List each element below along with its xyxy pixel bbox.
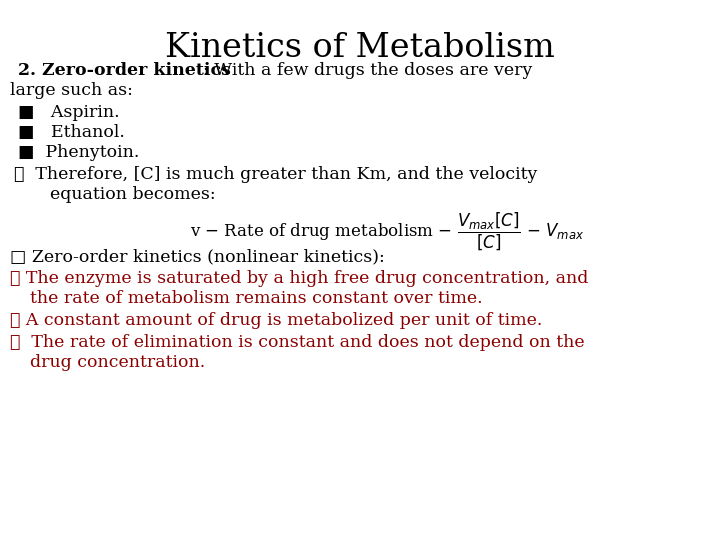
Text: : With a few drugs the doses are very: : With a few drugs the doses are very <box>203 62 532 79</box>
Text: ■   Ethanol.: ■ Ethanol. <box>18 124 125 141</box>
Text: the rate of metabolism remains constant over time.: the rate of metabolism remains constant … <box>30 290 482 307</box>
Text: v $-$ Rate of drug metabolism $-$ $\dfrac{V_{max}[C]}{[C]}$ $-$ $V_{max}$: v $-$ Rate of drug metabolism $-$ $\dfra… <box>190 210 585 252</box>
Text: equation becomes:: equation becomes: <box>50 186 215 203</box>
Text: ■   Aspirin.: ■ Aspirin. <box>18 104 120 121</box>
Text: ✓ A constant amount of drug is metabolized per unit of time.: ✓ A constant amount of drug is metaboliz… <box>10 312 542 329</box>
Text: ✓  The rate of elimination is constant and does not depend on the: ✓ The rate of elimination is constant an… <box>10 334 585 351</box>
Text: ■  Phenytoin.: ■ Phenytoin. <box>18 144 140 161</box>
Text: large such as:: large such as: <box>10 82 133 99</box>
Text: □ Zero-order kinetics (nonlinear kinetics):: □ Zero-order kinetics (nonlinear kinetic… <box>10 248 384 265</box>
Text: 2. Zero-order kinetics: 2. Zero-order kinetics <box>18 62 231 79</box>
Text: ➢  Therefore, [C] is much greater than Km, and the velocity: ➢ Therefore, [C] is much greater than Km… <box>14 166 537 183</box>
Text: ✓ The enzyme is saturated by a high free drug concentration, and: ✓ The enzyme is saturated by a high free… <box>10 270 588 287</box>
Text: drug concentration.: drug concentration. <box>30 354 205 371</box>
Text: Kinetics of Metabolism: Kinetics of Metabolism <box>165 32 555 64</box>
